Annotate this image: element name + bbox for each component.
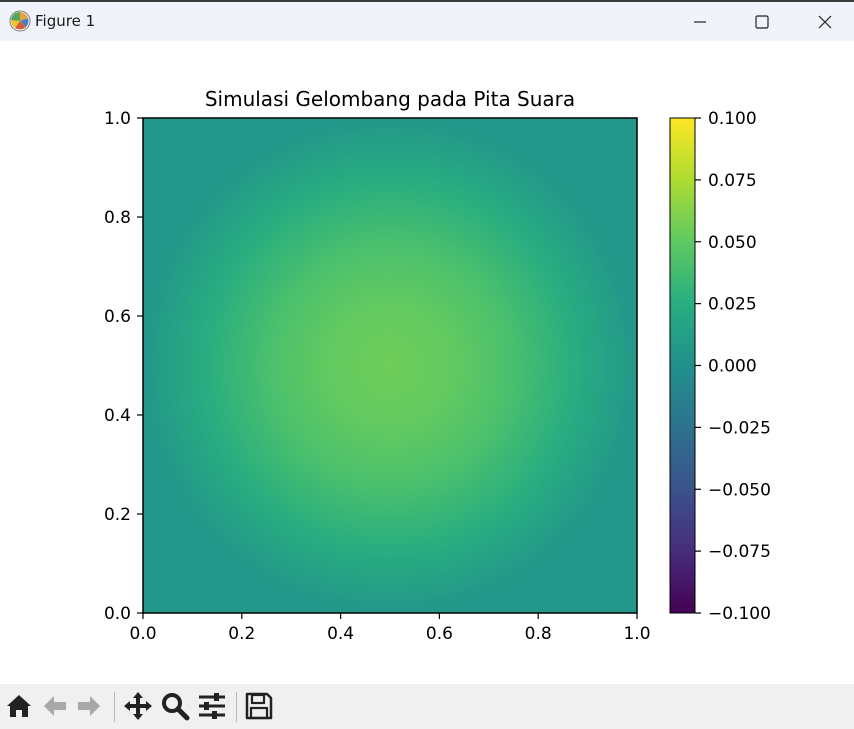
pan-button[interactable] [122,690,154,722]
y-tick-label: 0.0 [104,604,131,624]
forward-button[interactable] [73,690,105,722]
pan-move-icon [124,692,152,720]
y-tick-label: 0.8 [104,208,131,228]
heatmap-field [143,118,637,613]
colorbar-tick-label: −0.100 [708,604,771,624]
y-axis: 0.0 0.2 0.4 0.6 0.8 1.0 [104,109,143,624]
x-tick-label: 0.8 [525,624,552,644]
colorbar-tick-label: 0.050 [708,233,757,253]
window-titlebar: Figure 1 [0,0,854,41]
home-icon [7,695,31,717]
y-tick-label: 1.0 [104,109,131,129]
colorbar [669,117,696,614]
x-tick-label: 0.2 [228,624,255,644]
colorbar-tick-label: 0.100 [708,109,757,129]
colorbar-tick-label: 0.075 [708,171,757,191]
configure-subplots-button[interactable] [196,690,228,722]
colorbar-axis: 0.100 0.075 0.050 0.025 0.000 −0.025 −0.050 −0.… [695,109,771,624]
home-button[interactable] [3,690,35,722]
x-tick-label: 0.6 [426,624,453,644]
minimize-icon [694,20,706,23]
sliders-icon [199,693,225,719]
x-tick-label: 0.0 [129,624,156,644]
zoom-magnifier-icon [162,693,190,721]
chart-svg: Simulasi Gelombang pada Pita Suara 0.0 0.… [104,87,771,644]
window-title: Figure 1 [35,12,96,30]
toolbar-separator [114,692,115,722]
zoom-button[interactable] [159,690,191,722]
maximize-icon [755,14,769,29]
y-tick-label: 0.2 [104,505,131,525]
chart-title: Simulasi Gelombang pada Pita Suara [205,87,575,111]
toolbar-separator [236,692,237,722]
colorbar-tick-label: −0.025 [708,418,771,438]
colorbar-tick-label: 0.000 [708,357,757,377]
forward-arrow-icon [78,696,100,716]
save-button[interactable] [243,690,275,722]
x-tick-label: 1.0 [623,624,650,644]
close-button[interactable] [796,2,854,41]
x-tick-label: 0.4 [327,624,354,644]
figure-canvas[interactable]: Simulasi Gelombang pada Pita Suara 0.0 0.… [0,41,854,684]
colorbar-tick-label: 0.025 [708,295,757,315]
back-button[interactable] [39,690,71,722]
y-tick-label: 0.6 [104,307,131,327]
y-tick-label: 0.4 [104,406,131,426]
save-floppy-icon [245,692,273,720]
matplotlib-logo-icon [9,10,31,32]
back-arrow-icon [44,696,66,716]
close-icon [818,15,832,28]
maximize-button[interactable] [733,2,791,41]
plot-frame [142,117,638,614]
colorbar-tick-label: −0.050 [708,480,771,500]
colorbar-tick-label: −0.075 [708,542,771,562]
x-axis: 0.0 0.2 0.4 0.6 0.8 1.0 [129,613,651,644]
navigation-toolbar [0,684,854,729]
minimize-button[interactable] [671,2,729,41]
